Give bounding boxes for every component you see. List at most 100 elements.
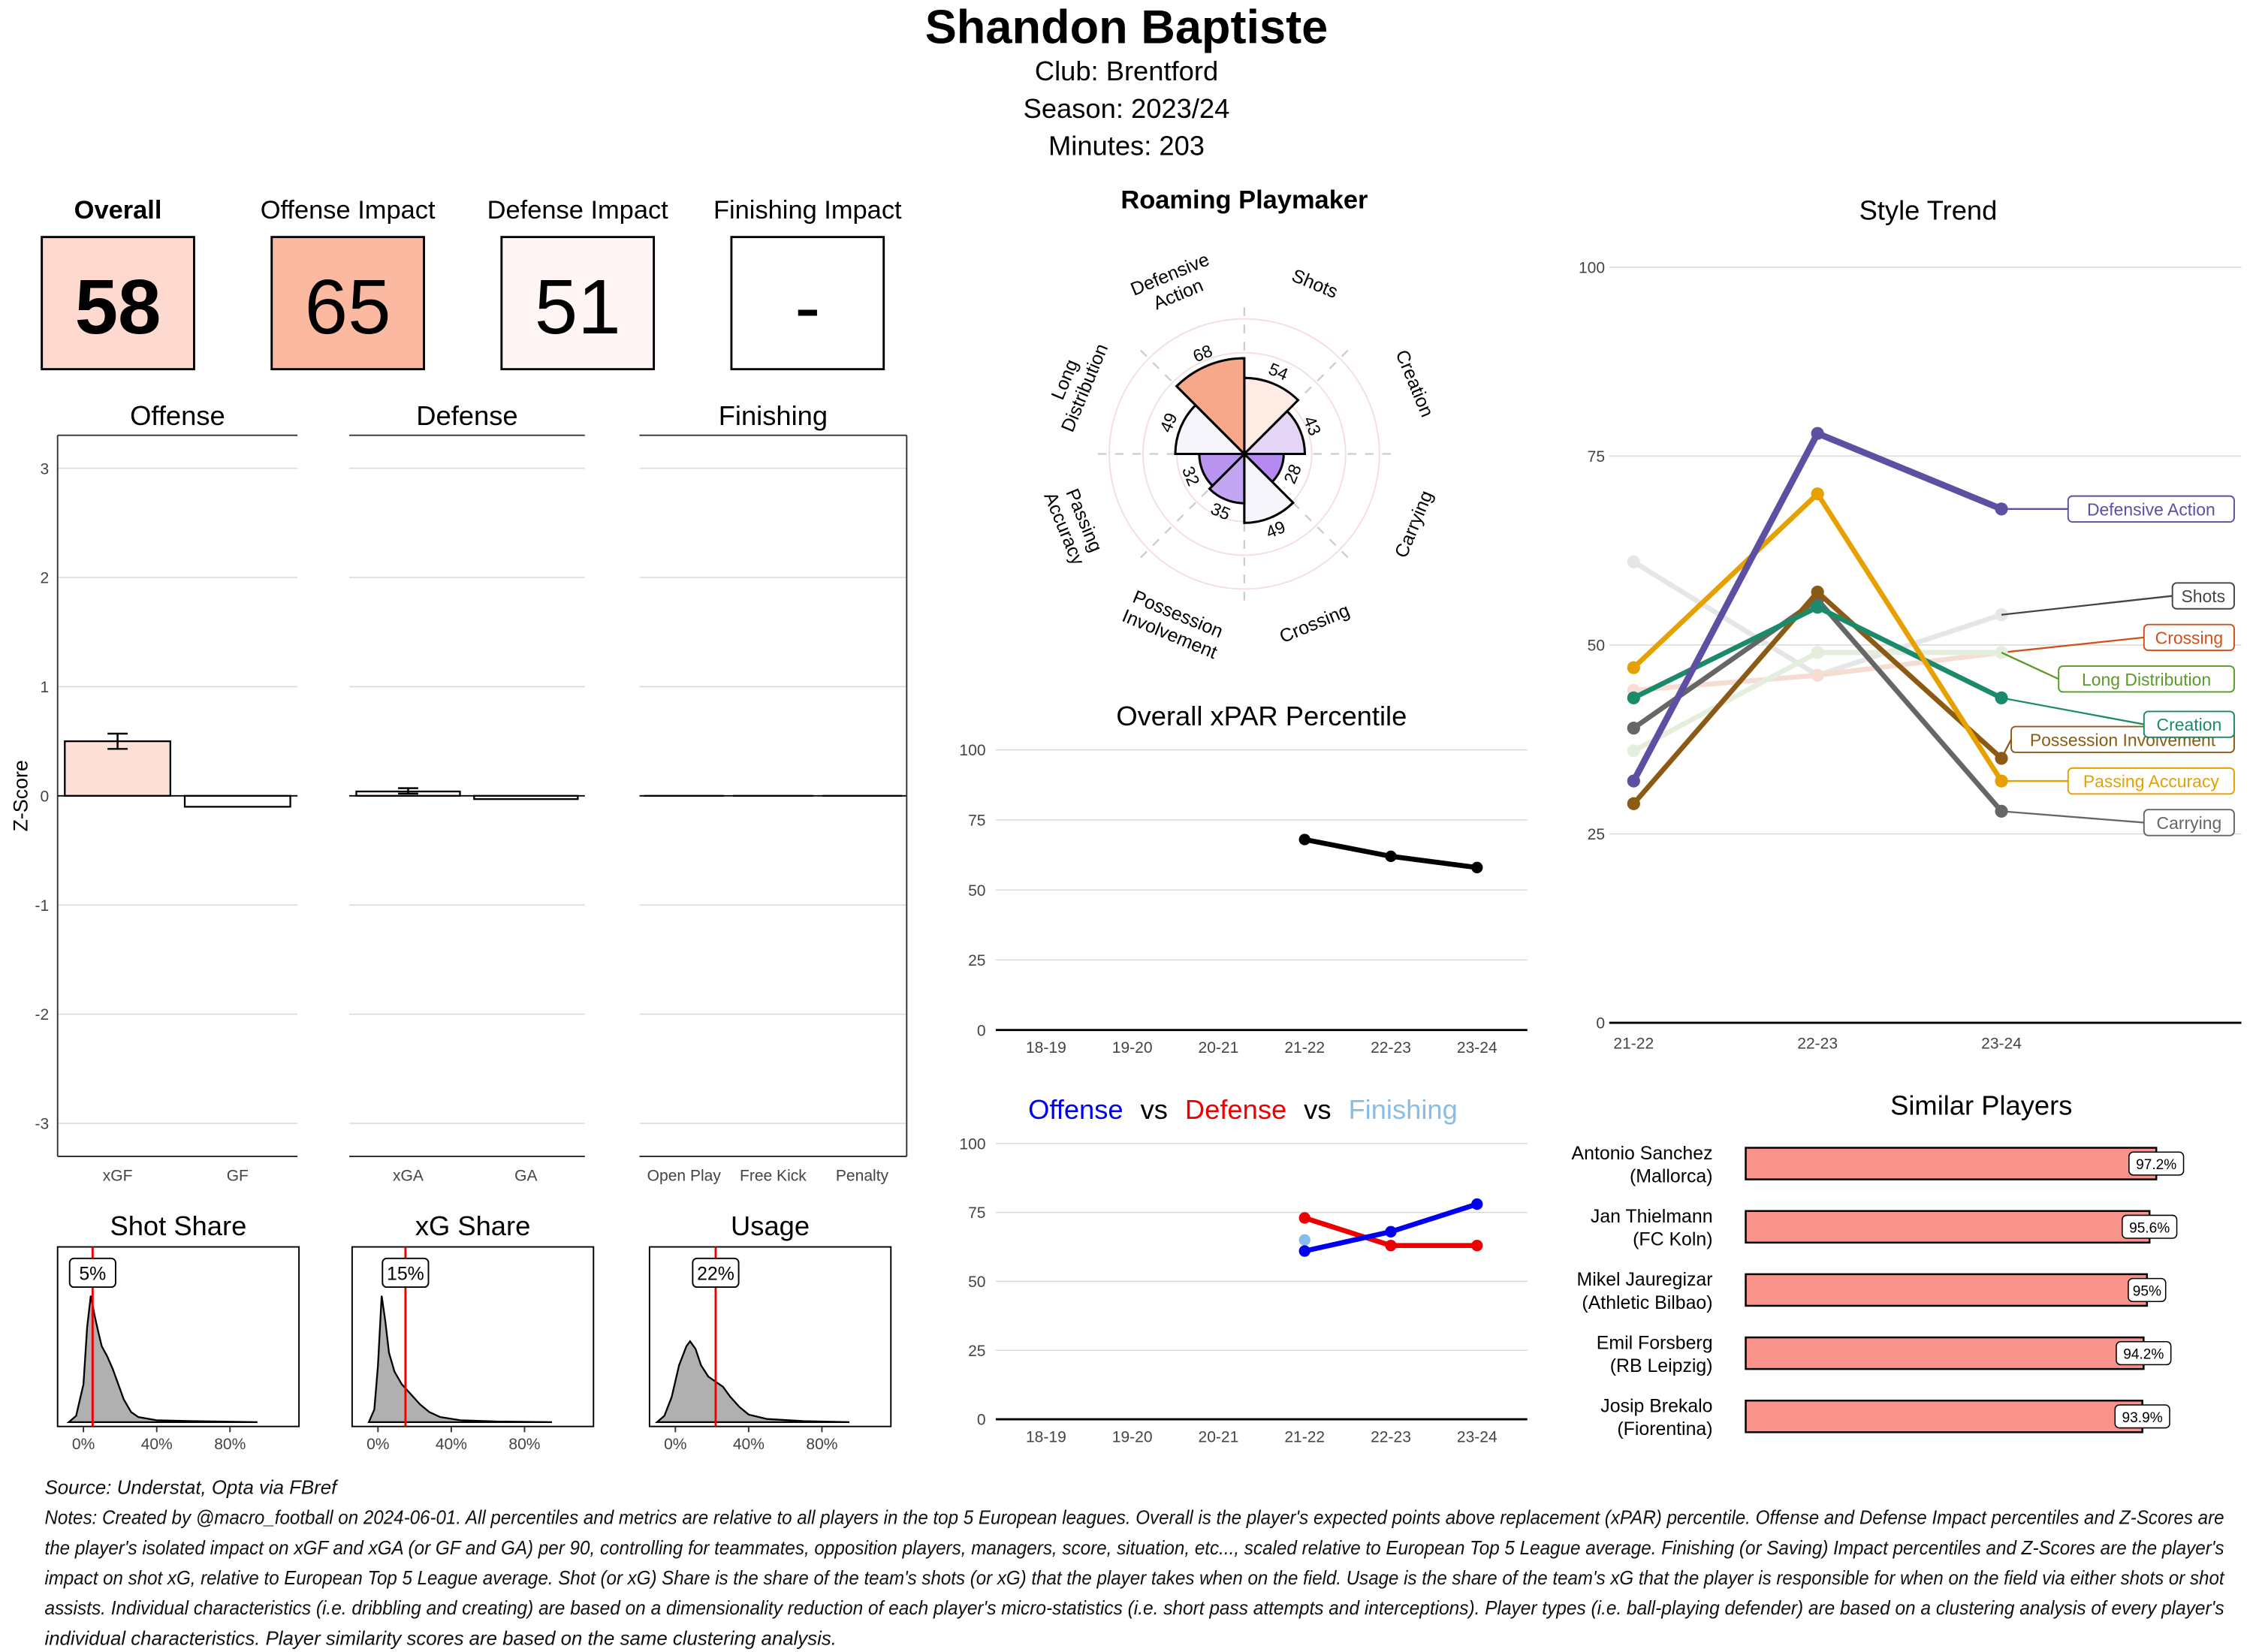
trend-label-creation: Creation xyxy=(2157,715,2222,734)
zscore-chart: Z-Score 3 2 1 0 -1 -2 -3 Offense xGF GF Defense xGA G… xyxy=(10,400,908,1185)
trend-point-passing-accuracy xyxy=(1811,487,1824,501)
radar-category-label: Creation xyxy=(1392,347,1438,421)
player-name: Shandon Baptiste xyxy=(925,1,1329,53)
x-tick-label: 0% xyxy=(72,1436,95,1453)
trend-label-carrying: Carrying xyxy=(2157,813,2222,833)
marker-label: 15% xyxy=(387,1264,424,1285)
similarity-label: 97.2% xyxy=(2136,1157,2176,1173)
impact-box xyxy=(41,236,195,371)
panel-title: xG Share xyxy=(415,1210,530,1241)
share-density-charts: Shot Share 5% 0% 40% 80% xG Share 15% 0% 40% 80% U… xyxy=(56,1210,892,1453)
notes-line: assists. Individual characteristics (i.e… xyxy=(44,1598,2224,1619)
similarity-bar xyxy=(1745,1336,2145,1370)
notes-line: impact on shot xG, relative to European … xyxy=(44,1568,2225,1589)
radar-value-label: 68 xyxy=(1190,341,1216,366)
radar-category-line: Carrying xyxy=(1391,487,1437,561)
trend-line-long-distribution xyxy=(1632,650,2002,753)
trend-point-creation xyxy=(1811,601,1824,614)
impact-label: Finishing Impact xyxy=(713,196,902,225)
similarity-label: 94.2% xyxy=(2123,1347,2164,1363)
similarity-label: 93.9% xyxy=(2122,1410,2163,1426)
chart-title: Overall xPAR Percentile xyxy=(1116,701,1407,731)
chart-title: Similar Players xyxy=(1890,1090,2072,1121)
trend-label-box xyxy=(2143,623,2235,652)
y-tick-label: -1 xyxy=(35,897,50,915)
radar-category-label: Shots xyxy=(1289,265,1341,303)
radar-category-label: Crossing xyxy=(1277,600,1353,647)
radar-wedge xyxy=(1175,357,1246,457)
x-tick-label: 0% xyxy=(664,1436,686,1453)
y-tick-label: 75 xyxy=(1588,448,1605,466)
style-trend-chart: Style Trend 0 25 50 75 100 21-22 22-23 23-24 Shot… xyxy=(1579,195,2242,1053)
data-point-defense xyxy=(1385,1240,1397,1252)
trend-label-crossing: Crossing xyxy=(2155,629,2224,648)
panel-title: Defense xyxy=(416,400,517,431)
impact-label: Overall xyxy=(74,196,162,225)
marker-label-box xyxy=(68,1257,116,1289)
radar-category-label: PassingAccuracy xyxy=(1039,481,1108,568)
y-tick-label: -2 xyxy=(35,1006,50,1023)
data-point-offense xyxy=(1471,1198,1483,1210)
y-tick-label: 50 xyxy=(968,1274,985,1291)
y-tick-label: 50 xyxy=(968,882,985,900)
player-name: Josip Brekalo xyxy=(1600,1396,1712,1417)
radar-wedge xyxy=(1174,403,1247,456)
y-axis-label: Z-Score xyxy=(10,760,32,831)
marker-label-box xyxy=(692,1257,740,1289)
x-tick-label: Open Play xyxy=(647,1168,722,1185)
similarity-bar xyxy=(1745,1210,2151,1244)
x-tick-label: 21-22 xyxy=(1284,1039,1325,1057)
x-tick-label: Free Kick xyxy=(740,1168,807,1185)
data-point-finishing xyxy=(1298,1234,1310,1246)
radar-ring xyxy=(1108,318,1380,590)
title-part-offense: Offense xyxy=(1028,1094,1123,1125)
radar-value-label: 28 xyxy=(1280,461,1305,487)
trend-label-box xyxy=(2058,665,2235,693)
data-point-overall xyxy=(1385,850,1397,863)
x-tick-label: xGF xyxy=(103,1168,133,1185)
x-tick-label: 80% xyxy=(214,1436,246,1453)
radar-wedge xyxy=(1208,451,1246,505)
impact-label: Defense Impact xyxy=(487,196,669,225)
error-bar xyxy=(107,732,128,750)
x-tick-label: 19-20 xyxy=(1112,1039,1153,1057)
similarity-label: 95.6% xyxy=(2129,1220,2170,1236)
x-tick-label: 40% xyxy=(733,1436,765,1453)
similarity-label-box xyxy=(2122,1214,2178,1239)
x-tick-label: 19-20 xyxy=(1112,1429,1153,1446)
notes-line: Notes: Created by @macro_football on 202… xyxy=(44,1508,2224,1529)
title-part-vs: vs xyxy=(1141,1094,1168,1125)
radar-value-label: 43 xyxy=(1300,413,1326,439)
x-tick-label: 22-23 xyxy=(1371,1039,1411,1057)
data-point-overall xyxy=(1471,861,1483,873)
notes-line: individual characteristics. Player simil… xyxy=(44,1628,836,1649)
y-tick-label: 1 xyxy=(41,679,50,696)
x-tick-label: 40% xyxy=(141,1436,173,1453)
radar-wedge xyxy=(1243,451,1295,524)
player-name: Emil Forsberg xyxy=(1597,1332,1713,1353)
notes-line: the player's isolated impact on xGF and … xyxy=(44,1538,2224,1559)
x-tick-label: 23-24 xyxy=(1981,1036,2022,1053)
title-part-vs: vs xyxy=(1304,1094,1331,1125)
radar-category-label: LongDistribution xyxy=(1037,333,1112,436)
impact-boxes: Overall 58 Offense Impact 65 Defense Impact 5… xyxy=(41,196,902,371)
y-tick-label: 75 xyxy=(968,812,985,830)
label-connector xyxy=(2001,636,2144,654)
radar-category-label: Carrying xyxy=(1391,487,1437,561)
bar-xgf xyxy=(64,740,171,797)
y-tick-label: 75 xyxy=(968,1204,985,1222)
density-area xyxy=(66,1295,258,1424)
x-tick-label: GA xyxy=(514,1168,537,1185)
x-tick-label: 23-24 xyxy=(1457,1039,1497,1057)
trend-point-defensive-action xyxy=(1811,427,1824,440)
chart-title: Style Trend xyxy=(1859,195,1998,226)
x-tick-label: 18-19 xyxy=(1026,1039,1066,1057)
impact-value: 51 xyxy=(535,263,621,350)
header: Shandon Baptiste Club: Brentford Season:… xyxy=(925,1,1329,161)
data-point-offense xyxy=(1385,1225,1397,1237)
trend-label-box xyxy=(2067,495,2235,523)
y-tick-label: 100 xyxy=(959,742,985,759)
y-tick-label: -3 xyxy=(35,1116,50,1133)
similarity-label-box xyxy=(2128,1151,2185,1176)
trend-label-long-distribution: Long Distribution xyxy=(2082,670,2211,689)
